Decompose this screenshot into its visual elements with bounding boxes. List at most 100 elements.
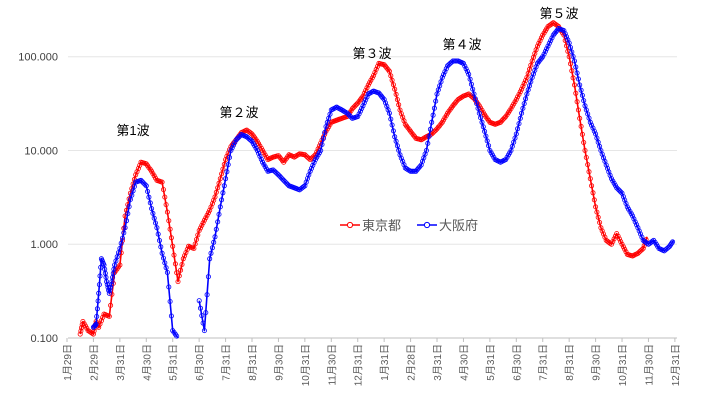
data-point bbox=[142, 181, 148, 187]
data-point bbox=[430, 130, 436, 136]
wave-label: 第２波 bbox=[219, 105, 258, 120]
data-point bbox=[90, 331, 96, 337]
data-point bbox=[217, 176, 223, 182]
data-point bbox=[199, 222, 205, 228]
data-point bbox=[601, 231, 607, 237]
x-tick-label: 5月31日 bbox=[485, 344, 497, 381]
data-point bbox=[98, 318, 104, 324]
data-point bbox=[92, 323, 98, 329]
data-point bbox=[393, 91, 399, 97]
data-point bbox=[205, 274, 211, 280]
data-point bbox=[615, 186, 621, 192]
data-point bbox=[482, 128, 488, 134]
data-point bbox=[427, 126, 433, 132]
data-point bbox=[614, 231, 620, 237]
data-point bbox=[513, 97, 519, 103]
data-point bbox=[574, 99, 580, 105]
data-point bbox=[307, 168, 313, 174]
data-point bbox=[180, 256, 186, 262]
data-point bbox=[589, 122, 595, 128]
data-point bbox=[117, 245, 123, 251]
legend-marker bbox=[346, 221, 354, 229]
data-point bbox=[175, 279, 181, 285]
data-point bbox=[371, 73, 377, 79]
data-point bbox=[356, 111, 362, 117]
data-point bbox=[200, 320, 206, 326]
data-point bbox=[122, 225, 128, 231]
data-point bbox=[275, 153, 281, 159]
data-point bbox=[443, 66, 449, 72]
data-point bbox=[170, 243, 176, 249]
data-point bbox=[203, 215, 209, 221]
data-point bbox=[516, 121, 522, 127]
data-point bbox=[528, 79, 534, 85]
data-point bbox=[178, 267, 184, 273]
data-point bbox=[392, 134, 398, 140]
data-point bbox=[308, 165, 314, 171]
data-point bbox=[258, 156, 264, 162]
data-point bbox=[538, 35, 544, 41]
data-point bbox=[389, 122, 395, 128]
data-point bbox=[423, 147, 429, 153]
x-tick-label: 2月29日 bbox=[88, 344, 100, 381]
x-tick-label: 11月30日 bbox=[326, 344, 338, 386]
data-point bbox=[360, 103, 366, 109]
data-point bbox=[474, 101, 480, 107]
data-point bbox=[183, 250, 189, 256]
data-point bbox=[620, 244, 626, 250]
x-tick-label: 7月31日 bbox=[538, 344, 550, 381]
data-point bbox=[574, 70, 580, 76]
data-point bbox=[433, 127, 439, 133]
data-point bbox=[463, 66, 469, 72]
data-point bbox=[364, 85, 370, 91]
data-point bbox=[602, 234, 608, 240]
data-point bbox=[133, 172, 139, 178]
data-point bbox=[486, 143, 492, 149]
data-point bbox=[344, 110, 350, 116]
data-point bbox=[523, 78, 529, 84]
data-point bbox=[116, 250, 122, 256]
data-point bbox=[433, 98, 439, 104]
data-point bbox=[141, 180, 147, 186]
data-point bbox=[130, 188, 136, 194]
data-point bbox=[223, 157, 229, 163]
data-point bbox=[162, 260, 168, 266]
data-point bbox=[213, 189, 219, 195]
data-point bbox=[159, 250, 165, 256]
data-point bbox=[204, 212, 210, 218]
data-point bbox=[611, 236, 617, 242]
data-point bbox=[520, 105, 526, 111]
data-point bbox=[151, 215, 157, 221]
data-point bbox=[118, 240, 124, 246]
data-point bbox=[595, 139, 601, 145]
data-point bbox=[195, 232, 201, 238]
data-point bbox=[649, 238, 655, 244]
data-point bbox=[319, 141, 325, 147]
data-point bbox=[256, 150, 262, 156]
series-tokyo bbox=[77, 20, 649, 337]
x-tick-label: 12月31日 bbox=[670, 344, 682, 386]
data-point bbox=[570, 54, 576, 60]
data-point bbox=[394, 143, 400, 149]
data-point bbox=[94, 306, 100, 312]
data-point bbox=[519, 110, 525, 116]
data-point bbox=[197, 225, 203, 231]
wave-annotations: 第1波 第２波 第３波 第４波 第５波 bbox=[116, 6, 578, 138]
data-point bbox=[561, 28, 567, 34]
data-point bbox=[612, 233, 618, 239]
data-point bbox=[93, 321, 99, 327]
data-point bbox=[368, 77, 374, 83]
x-tick-label: 10月31日 bbox=[617, 344, 629, 386]
data-point bbox=[106, 313, 112, 319]
data-point bbox=[120, 235, 126, 241]
x-tick-label: 4月30日 bbox=[141, 344, 153, 381]
data-point bbox=[614, 185, 620, 191]
data-point bbox=[590, 125, 596, 131]
data-point bbox=[536, 40, 542, 46]
data-point bbox=[435, 124, 441, 130]
data-point bbox=[104, 279, 110, 285]
data-point bbox=[149, 206, 155, 212]
data-point bbox=[191, 245, 197, 251]
data-point bbox=[466, 71, 472, 77]
data-point bbox=[77, 331, 83, 337]
